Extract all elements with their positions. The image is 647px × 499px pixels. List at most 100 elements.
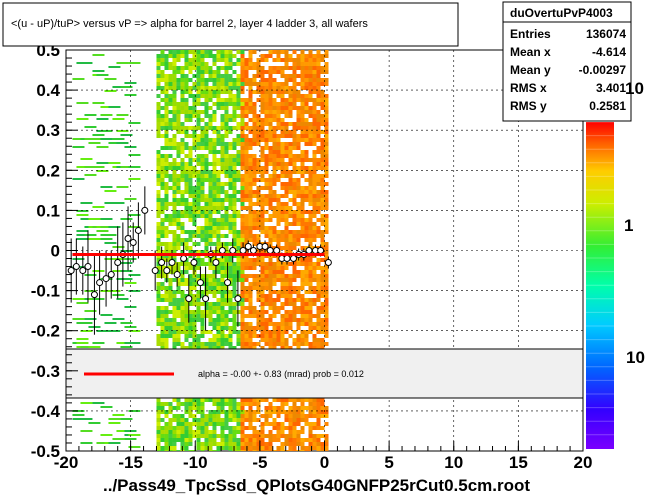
heatmap-cell bbox=[312, 434, 317, 438]
heatmap-cell bbox=[160, 338, 165, 342]
heatmap-cell bbox=[256, 170, 261, 174]
heatmap-cell bbox=[220, 314, 225, 318]
heatmap-cell bbox=[164, 54, 169, 58]
heatmap-cell bbox=[280, 266, 285, 270]
heatmap-cell bbox=[312, 274, 317, 278]
heatmap-cell bbox=[324, 302, 329, 306]
heatmap-cell bbox=[304, 422, 309, 426]
fit-legend: alpha = -0.00 +- 0.83 (mrad) prob = 0.01… bbox=[65, 348, 584, 399]
heatmap-cell bbox=[200, 102, 205, 106]
heatmap-cell bbox=[180, 262, 185, 266]
heatmap-cell bbox=[216, 314, 221, 318]
heatmap-cell bbox=[252, 446, 257, 450]
heatmap-cell bbox=[164, 286, 169, 290]
heatmap-cell bbox=[272, 170, 277, 174]
heatmap-cell bbox=[100, 314, 113, 316]
heatmap-cell bbox=[220, 438, 225, 442]
heatmap-cell bbox=[252, 82, 257, 86]
heatmap-cell bbox=[324, 410, 329, 414]
heatmap-cell bbox=[180, 126, 185, 130]
heatmap-cell bbox=[320, 258, 325, 262]
heatmap-cell bbox=[324, 122, 329, 126]
heatmap-cell bbox=[260, 134, 265, 138]
heatmap-cell bbox=[228, 166, 233, 170]
heatmap-cell bbox=[312, 170, 317, 174]
heatmap-cell bbox=[248, 166, 253, 170]
heatmap-cell bbox=[156, 406, 161, 410]
heatmap-cell bbox=[280, 130, 285, 134]
heatmap-cell bbox=[284, 62, 289, 66]
heatmap-cell bbox=[316, 410, 321, 414]
heatmap-cell bbox=[124, 82, 137, 84]
heatmap-cell bbox=[120, 418, 133, 420]
heatmap-cell bbox=[320, 190, 325, 194]
heatmap-cell bbox=[176, 166, 181, 170]
heatmap-cell bbox=[224, 122, 229, 126]
heatmap-cell bbox=[156, 118, 161, 122]
heatmap-cell bbox=[184, 186, 189, 190]
heatmap-cell bbox=[244, 298, 249, 302]
heatmap-cell bbox=[236, 138, 241, 142]
heatmap-cell bbox=[232, 106, 237, 110]
heatmap-cell bbox=[244, 78, 249, 82]
heatmap-cell bbox=[76, 210, 89, 212]
heatmap-cell bbox=[160, 230, 165, 234]
heatmap-cell bbox=[168, 222, 173, 226]
heatmap-cell bbox=[316, 150, 321, 154]
heatmap-cell bbox=[172, 86, 177, 90]
heatmap-cell bbox=[84, 138, 97, 140]
heatmap-cell bbox=[252, 154, 257, 158]
heatmap-cell bbox=[300, 234, 305, 238]
heatmap-cell bbox=[164, 338, 169, 342]
heatmap-cell bbox=[320, 294, 325, 298]
heatmap-cell bbox=[196, 434, 201, 438]
heatmap-cell bbox=[92, 342, 105, 344]
heatmap-cell bbox=[288, 278, 293, 282]
heatmap-cell bbox=[196, 338, 201, 342]
heatmap-cell bbox=[240, 142, 245, 146]
heatmap-cell bbox=[176, 186, 181, 190]
heatmap-cell bbox=[248, 442, 253, 446]
heatmap-cell bbox=[208, 450, 213, 451]
heatmap-cell bbox=[324, 190, 329, 194]
heatmap-cell bbox=[200, 426, 205, 430]
heatmap-cell bbox=[272, 106, 277, 110]
heatmap-cell bbox=[248, 290, 253, 294]
heatmap-cell bbox=[224, 294, 229, 298]
heatmap-cell bbox=[312, 90, 317, 94]
heatmap-cell bbox=[264, 170, 269, 174]
heatmap-cell bbox=[312, 74, 317, 78]
heatmap-cell bbox=[188, 210, 193, 214]
heatmap-cell bbox=[236, 158, 241, 162]
heatmap-cell bbox=[256, 450, 261, 451]
heatmap-cell bbox=[160, 98, 165, 102]
heatmap-cell bbox=[192, 430, 197, 434]
heatmap-cell bbox=[176, 398, 181, 402]
heatmap-cell bbox=[224, 102, 229, 106]
profile-point bbox=[239, 247, 247, 254]
heatmap-cell bbox=[164, 450, 169, 451]
heatmap-cell bbox=[232, 110, 237, 114]
heatmap-cell bbox=[272, 410, 277, 414]
heatmap-cell bbox=[168, 250, 173, 254]
heatmap-cell bbox=[288, 102, 293, 106]
heatmap-cell bbox=[304, 134, 309, 138]
heatmap-cell bbox=[308, 94, 313, 98]
heatmap-cell bbox=[288, 146, 293, 150]
heatmap-cell bbox=[184, 330, 189, 334]
heatmap-cell bbox=[312, 58, 317, 62]
heatmap-cell bbox=[212, 118, 217, 122]
heatmap-cell bbox=[216, 58, 221, 62]
heatmap-cell bbox=[184, 78, 189, 82]
heatmap-cell bbox=[184, 134, 189, 138]
heatmap-cell bbox=[160, 62, 165, 66]
heatmap-cell bbox=[228, 330, 233, 334]
heatmap-cell bbox=[188, 426, 193, 430]
heatmap-cell bbox=[276, 174, 281, 178]
heatmap-cell bbox=[260, 78, 265, 82]
heatmap-cell bbox=[248, 142, 253, 146]
heatmap-cell bbox=[300, 214, 305, 218]
heatmap-cell bbox=[256, 74, 261, 78]
heatmap-cell bbox=[100, 238, 113, 240]
heatmap-cell bbox=[196, 90, 201, 94]
